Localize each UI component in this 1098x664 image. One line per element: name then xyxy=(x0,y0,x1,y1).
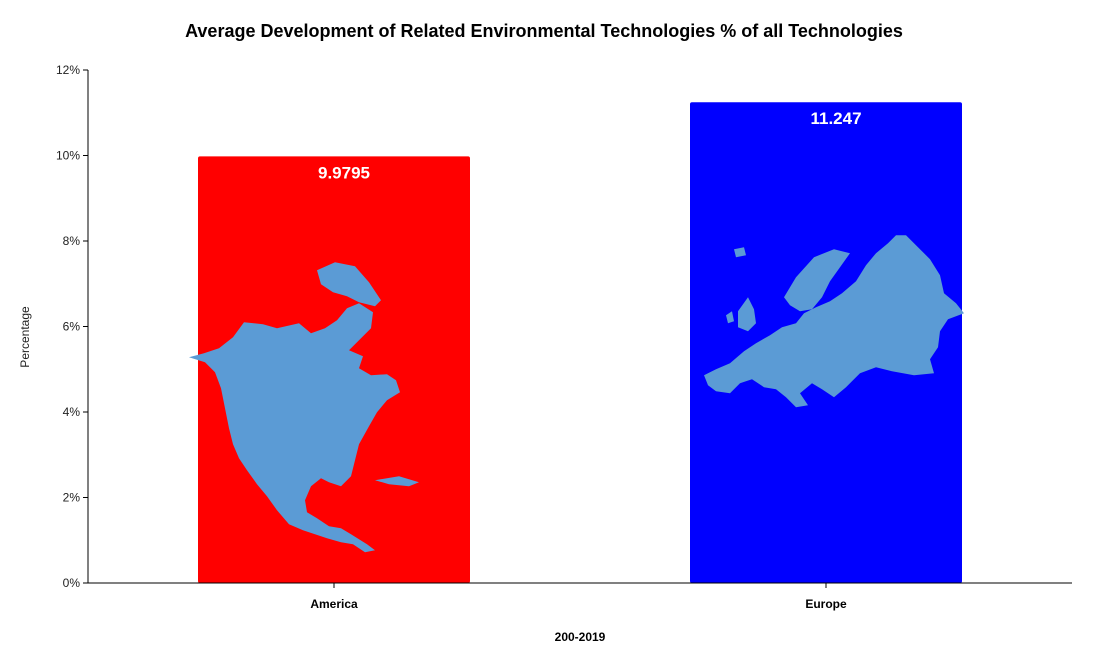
data-label: 11.247 xyxy=(810,109,861,128)
bar-group: 11.247 Europe xyxy=(690,102,964,611)
y-tick-label: 6% xyxy=(63,320,81,334)
data-label: 9.9795 xyxy=(318,163,370,182)
scandinavia-shape xyxy=(784,249,850,312)
bars: 9.9795 America 11.247 Europe xyxy=(189,102,964,611)
chart-title: Average Development of Related Environme… xyxy=(185,21,903,41)
y-tick-label: 0% xyxy=(63,576,81,590)
y-tick-label: 12% xyxy=(56,63,80,77)
y-tick-label: 2% xyxy=(63,491,81,505)
bar-group: 9.9795 America xyxy=(189,156,470,611)
europe-map-icon xyxy=(704,235,964,408)
caribbean-shape xyxy=(375,476,419,487)
y-axis-title: Percentage xyxy=(18,306,32,368)
x-tick-label: America xyxy=(310,597,358,611)
greenland-shape xyxy=(317,262,381,307)
y-tick-label: 4% xyxy=(63,405,81,419)
british-isles-shape xyxy=(726,297,756,332)
y-tick-label: 10% xyxy=(56,149,80,163)
x-tick-label: Europe xyxy=(805,597,847,611)
y-tick-label: 8% xyxy=(63,234,81,248)
y-axis-ticks: 0% 2% 4% 6% 8% 10% 12% xyxy=(56,63,88,590)
north-america-map-icon xyxy=(189,303,400,553)
x-axis-title: 200-2019 xyxy=(555,630,606,644)
iceland-shape xyxy=(734,247,746,258)
